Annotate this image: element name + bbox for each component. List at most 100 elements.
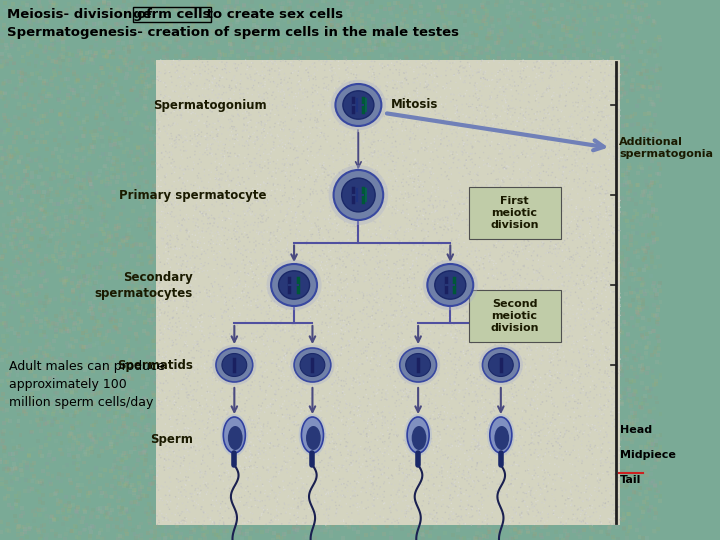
Point	[338, 136, 350, 145]
Point	[490, 222, 501, 231]
Point	[431, 287, 442, 295]
Point	[593, 237, 604, 246]
Point	[48, 170, 59, 179]
Point	[532, 480, 544, 488]
Point	[478, 437, 490, 446]
Point	[213, 291, 225, 299]
Point	[345, 327, 356, 335]
Point	[354, 446, 366, 454]
Point	[346, 236, 358, 245]
Point	[213, 184, 225, 193]
Point	[343, 165, 354, 173]
Point	[211, 422, 222, 431]
Point	[343, 164, 355, 172]
Point	[585, 57, 596, 66]
Point	[192, 159, 204, 168]
Point	[390, 464, 401, 473]
Point	[534, 273, 546, 281]
Point	[451, 101, 463, 110]
Point	[516, 307, 527, 315]
Point	[503, 334, 515, 342]
Point	[528, 187, 539, 196]
Point	[281, 147, 292, 156]
Point	[322, 242, 333, 251]
Point	[553, 353, 564, 361]
Point	[372, 362, 383, 370]
Point	[70, 409, 81, 417]
Point	[482, 460, 493, 469]
Point	[536, 293, 547, 302]
Point	[287, 350, 299, 359]
Point	[592, 287, 603, 295]
Point	[354, 77, 366, 86]
Point	[487, 115, 498, 124]
Point	[233, 175, 245, 184]
Point	[427, 217, 438, 226]
Point	[369, 75, 380, 83]
Point	[463, 387, 474, 396]
Point	[410, 84, 422, 92]
Point	[445, 463, 456, 471]
Point	[247, 5, 258, 14]
Point	[31, 26, 42, 35]
Point	[567, 308, 579, 316]
Point	[18, 210, 30, 218]
Point	[420, 460, 432, 469]
Point	[598, 260, 610, 269]
Point	[575, 503, 587, 512]
Point	[323, 183, 335, 192]
Point	[423, 229, 434, 238]
Point	[38, 215, 50, 224]
Point	[600, 284, 611, 292]
Point	[404, 433, 415, 441]
Point	[567, 0, 579, 6]
Point	[239, 191, 251, 199]
Point	[519, 497, 531, 506]
Point	[454, 258, 466, 266]
Point	[191, 244, 202, 253]
Point	[524, 27, 536, 36]
Point	[41, 530, 53, 539]
Point	[521, 445, 532, 454]
Point	[333, 109, 344, 118]
Point	[334, 169, 346, 178]
Point	[400, 205, 412, 214]
Point	[613, 409, 624, 417]
Point	[176, 221, 188, 230]
Point	[6, 171, 17, 180]
Point	[377, 462, 388, 470]
Point	[251, 145, 263, 153]
Point	[582, 44, 594, 53]
Point	[465, 73, 477, 82]
Point	[446, 442, 458, 450]
Point	[594, 145, 606, 154]
Point	[236, 245, 248, 253]
Point	[418, 241, 429, 249]
Point	[536, 356, 548, 364]
Point	[587, 313, 598, 322]
Point	[210, 244, 222, 253]
Point	[431, 517, 442, 526]
Point	[522, 235, 534, 244]
Point	[396, 83, 408, 92]
Point	[222, 273, 234, 281]
Point	[228, 212, 240, 221]
Point	[179, 47, 190, 56]
Point	[412, 369, 423, 377]
Point	[549, 366, 561, 375]
Point	[293, 283, 305, 292]
Point	[417, 530, 428, 539]
Point	[0, 452, 11, 461]
Point	[357, 415, 369, 424]
Point	[93, 321, 104, 330]
Point	[254, 211, 266, 219]
Point	[234, 430, 246, 439]
Point	[439, 386, 451, 394]
Point	[380, 504, 392, 512]
Point	[426, 510, 438, 519]
Point	[420, 82, 432, 90]
Point	[251, 226, 263, 235]
Point	[341, 148, 352, 157]
Point	[194, 314, 205, 323]
Point	[131, 107, 143, 116]
